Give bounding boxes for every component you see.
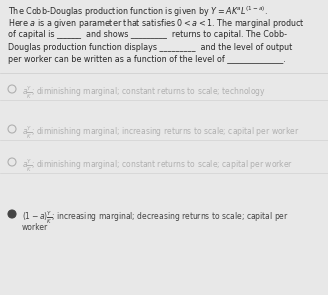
Text: $a\frac{Y}{K}$; diminishing marginal; constant returns to scale; capital per wor: $a\frac{Y}{K}$; diminishing marginal; co…: [22, 158, 293, 174]
Text: $(1 - a)\frac{Y}{K}$; increasing marginal; decreasing returns to scale; capital : $(1 - a)\frac{Y}{K}$; increasing margina…: [22, 210, 289, 226]
Text: per worker can be written as a function of the level of ______________.: per worker can be written as a function …: [8, 55, 286, 64]
Text: The Cobb-Douglas production function is given by $Y = AK^a L^{(1-a)}$.: The Cobb-Douglas production function is …: [8, 5, 268, 19]
Text: of capital is ______  and shows _________  returns to capital. The Cobb-: of capital is ______ and shows _________…: [8, 30, 287, 39]
Text: $a\frac{Y}{K}$; diminishing marginal; increasing returns to scale; capital per w: $a\frac{Y}{K}$; diminishing marginal; in…: [22, 125, 299, 141]
Text: Here $a$ is a given parameter that satisfies $0 < a < 1$. The marginal product: Here $a$ is a given parameter that satis…: [8, 17, 305, 30]
Circle shape: [8, 210, 16, 218]
Text: Douglas production function displays _________  and the level of output: Douglas production function displays ___…: [8, 42, 292, 52]
Text: $a\frac{Y}{K}$; diminishing marginal; constant returns to scale; technology: $a\frac{Y}{K}$; diminishing marginal; co…: [22, 85, 266, 101]
Text: worker: worker: [22, 222, 48, 232]
